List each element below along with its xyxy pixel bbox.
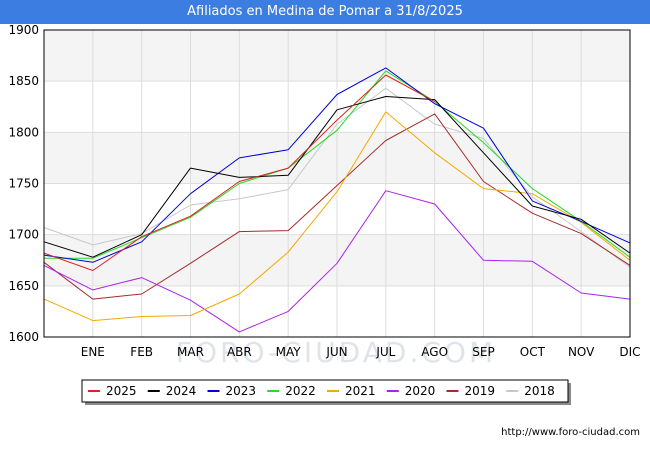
y-tick-label: 1650 [8,279,39,293]
watermark-text: FORO-CIUDAD.COM [176,336,496,369]
x-tick-label: JUL [375,345,395,359]
source-url: http://www.foro-ciudad.com [501,427,640,438]
plot-frame [43,29,631,338]
legend: 2025 2024 2023 2022 2021 2020 2019 2018 [81,379,571,405]
y-tick-label: 1700 [8,228,39,242]
series-line-2025 [43,74,435,271]
legend-label-2022: 2022 [285,384,316,398]
series-line-2018 [43,87,631,268]
legend-label-2020: 2020 [405,384,436,398]
series-line-2023 [43,67,631,263]
x-tick-label: DIC [619,345,640,359]
x-tick-label: AGO [421,345,448,359]
legend-label-2023: 2023 [226,384,257,398]
legend-label-2021: 2021 [345,384,376,398]
y-tick-label: 1750 [8,177,39,191]
x-tick-label: MAR [177,345,204,359]
chart-title: Afiliados en Medina de Pomar a 31/8/2025 [187,4,463,19]
y-axis-ticks: 1600 1650 1700 1750 1800 1850 1900 [8,23,39,344]
series-line-2020 [43,190,631,333]
y-tick-label: 1800 [8,125,39,139]
x-tick-label: SEP [472,345,494,359]
y-tick-label: 1600 [8,330,39,344]
series-line-2024 [43,96,631,258]
legend-label-2019: 2019 [465,384,496,398]
x-tick-label: MAY [276,345,302,359]
x-tick-label: ENE [81,345,105,359]
x-tick-label: JUN [325,345,347,359]
x-tick-label: OCT [520,345,546,359]
legend-label-2018: 2018 [524,384,555,398]
y-tick-label: 1900 [8,23,39,37]
series-line-2021 [43,111,631,322]
series-lines [43,67,631,333]
x-tick-label: FEB [130,345,153,359]
y-tick-label: 1850 [8,74,39,88]
x-tick-label: NOV [568,345,595,359]
legend-label-2025: 2025 [106,384,137,398]
legend-box [81,379,569,403]
x-tick-label: ABR [227,345,252,359]
title-bar [0,0,650,24]
series-line-2022 [44,70,631,259]
series-line-2019 [43,113,631,300]
legend-label-2024: 2024 [166,384,197,398]
x-axis-ticks: ENE FEB MAR ABR MAY JUN JUL AGO SEP OCT NOV DIC [81,345,641,359]
